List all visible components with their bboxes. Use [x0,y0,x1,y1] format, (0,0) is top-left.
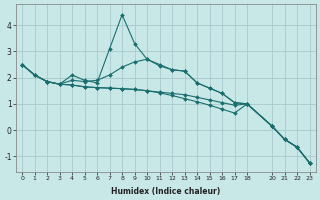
X-axis label: Humidex (Indice chaleur): Humidex (Indice chaleur) [111,187,220,196]
